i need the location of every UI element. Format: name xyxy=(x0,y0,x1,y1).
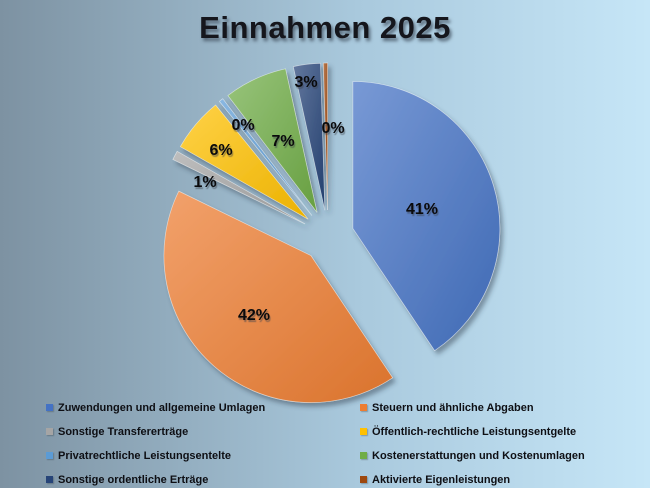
slice-label-3: 6% xyxy=(209,142,233,159)
legend-marker-icon xyxy=(360,428,367,435)
slice-label-0: 41% xyxy=(405,201,439,218)
pie-slice-3 xyxy=(179,104,309,220)
legend-item-2: Sonstige Transfererträge xyxy=(46,423,360,440)
legend-marker-icon xyxy=(46,476,53,483)
legend-label: Öffentlich-rechtliche Leistungsentgelte xyxy=(372,425,577,438)
legend-marker-icon xyxy=(360,452,367,459)
slice-label-1: 42% xyxy=(237,307,271,324)
legend-label: Sonstige ordentliche Erträge xyxy=(58,473,209,486)
pie-slice-5 xyxy=(227,68,318,213)
pie-slice-0 xyxy=(352,81,501,352)
legend-item-7: Aktivierte Eigenleistungen xyxy=(360,471,621,488)
legend-item-3: Öffentlich-rechtliche Leistungsentgelte xyxy=(360,423,621,440)
legend-marker-icon xyxy=(46,428,53,435)
chart-legend: Zuwendungen und allgemeine Umlagen Steuer… xyxy=(46,399,621,488)
legend-item-4: Privatrechtliche Leistungsentelte xyxy=(46,447,360,464)
pie-slice-2 xyxy=(172,150,306,225)
legend-item-1: Steuern und ähnliche Abgaben xyxy=(360,399,621,416)
legend-marker-icon xyxy=(360,476,367,483)
slice-label-5: 7% xyxy=(271,133,295,150)
legend-label: Kostenerstattungen und Kostenumlagen xyxy=(372,449,585,462)
legend-item-0: Zuwendungen und allgemeine Umlagen xyxy=(46,399,360,416)
slice-label-6: 3% xyxy=(294,74,318,91)
legend-label: Privatrechtliche Leistungsentelte xyxy=(58,449,231,462)
legend-item-6: Sonstige ordentliche Erträge xyxy=(46,471,360,488)
legend-marker-icon xyxy=(46,452,53,459)
legend-label: Sonstige Transfererträge xyxy=(58,425,189,438)
pie-slice-7 xyxy=(322,62,328,211)
pie-chart xyxy=(163,62,501,403)
pie-slice-4 xyxy=(218,98,313,216)
slice-label-4: 0% xyxy=(231,117,255,134)
legend-item-5: Kostenerstattungen und Kostenumlagen xyxy=(360,447,621,464)
pie-slice-6 xyxy=(292,62,326,211)
chart-title: Einnahmen 2025 xyxy=(199,10,451,45)
legend-label: Steuern und ähnliche Abgaben xyxy=(372,401,534,414)
legend-marker-icon xyxy=(46,404,53,411)
legend-label: Zuwendungen und allgemeine Umlagen xyxy=(58,401,266,414)
slice-label-7: 0% xyxy=(321,120,345,137)
slice-label-2: 1% xyxy=(193,174,217,191)
legend-marker-icon xyxy=(360,404,367,411)
legend-label: Aktivierte Eigenleistungen xyxy=(372,473,511,486)
pie-slice-1 xyxy=(163,190,394,403)
